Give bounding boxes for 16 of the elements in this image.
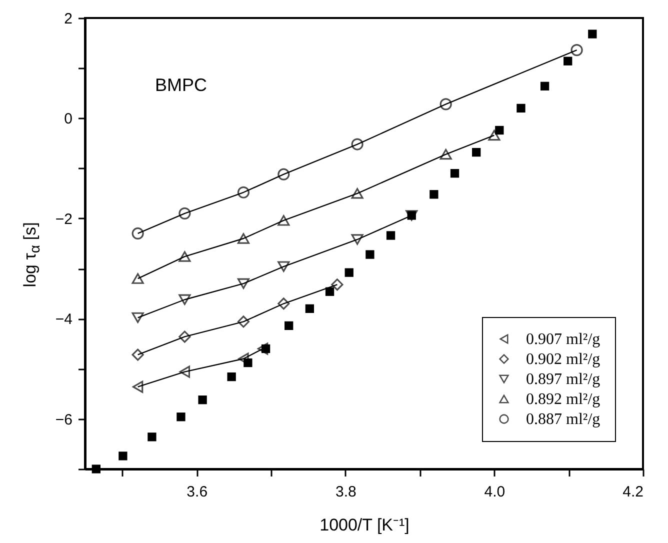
legend-label: 0.892 ml²/g	[526, 391, 600, 408]
legend-label: 0.902 ml²/g	[526, 351, 600, 368]
y-tick-label: −2	[55, 210, 72, 228]
x-tick-label: 3.6	[186, 484, 208, 500]
y-tick-label: 2	[64, 10, 72, 28]
legend-label: 0.887 ml²/g	[526, 411, 600, 428]
y-tick-label: −4	[55, 311, 72, 328]
legend-label: 0.897 ml²/g	[526, 371, 600, 388]
x-tick-label: 4.2	[622, 484, 644, 500]
y-tick-label: −6	[55, 411, 72, 428]
x-tick-label: 3.8	[335, 484, 356, 500]
annotation: BMPC	[155, 75, 208, 95]
legend-label: 0.907 ml²/g	[526, 331, 600, 348]
y-tick-label: 0	[64, 110, 72, 128]
x-axis-title: 1000/T [K⁻¹]	[320, 516, 410, 534]
x-tick-label: 4.0	[484, 484, 506, 500]
